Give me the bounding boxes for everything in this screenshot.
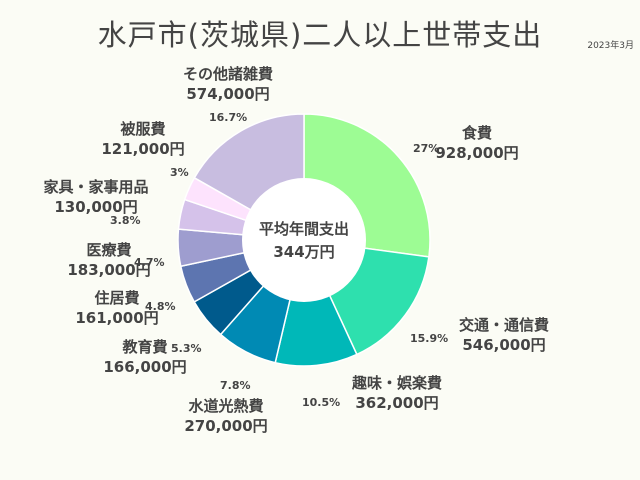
slice-2: [274, 237, 358, 367]
slice-percent-label: 3%: [170, 166, 189, 179]
slice-percent-label: 4.7%: [134, 256, 165, 269]
slice-percent-label: 16.7%: [209, 111, 247, 124]
slice-name-label: 医療費: [86, 241, 131, 259]
date-note: 2023年3月: [587, 41, 634, 51]
slice-amount-label: 166,000円: [103, 358, 186, 376]
slice-percent-label: 27%: [413, 142, 439, 155]
slice-name-label: 教育費: [121, 338, 167, 356]
slice-name-label: 食費: [462, 124, 492, 142]
slice-percent-label: 10.5%: [302, 396, 340, 409]
center-label-title: 平均年間支出: [259, 220, 349, 238]
slice-amount-label: 546,000円: [462, 336, 545, 354]
slice-percent-label: 4.8%: [145, 300, 176, 313]
slice-percent-label: 15.9%: [410, 332, 448, 345]
slice-amount-label: 362,000円: [355, 394, 438, 412]
slice-percent-label: 7.8%: [220, 379, 251, 392]
slice-amount-label: 270,000円: [184, 417, 267, 435]
donut-hole: [242, 178, 366, 302]
slice-name-label: 住居費: [94, 289, 139, 307]
chart-title: 水戸市(茨城県)二人以上世帯支出: [97, 18, 543, 52]
slice-amount-label: 183,000円: [67, 261, 150, 279]
slice-amount-label: 928,000円: [435, 144, 518, 162]
slice-percent-label: 3.8%: [110, 214, 141, 227]
slice-amount-label: 161,000円: [75, 309, 158, 327]
slice-name-label: その他諸雑費: [183, 65, 273, 83]
slice-name-label: 家具・家事用品: [43, 178, 148, 196]
slice-percent-label: 5.3%: [171, 342, 202, 355]
slice-amount-label: 130,000円: [54, 198, 137, 216]
slice-amount-label: 121,000円: [101, 140, 184, 158]
slice-name-label: 被服費: [120, 120, 165, 138]
center-label-value: 344万円: [273, 243, 334, 261]
slice-amount-label: 574,000円: [186, 85, 269, 103]
slice-name-label: 水道光熱費: [188, 397, 263, 415]
slice-name-label: 交通・通信費: [459, 316, 549, 334]
slice-name-label: 趣味・娯楽費: [351, 374, 442, 392]
